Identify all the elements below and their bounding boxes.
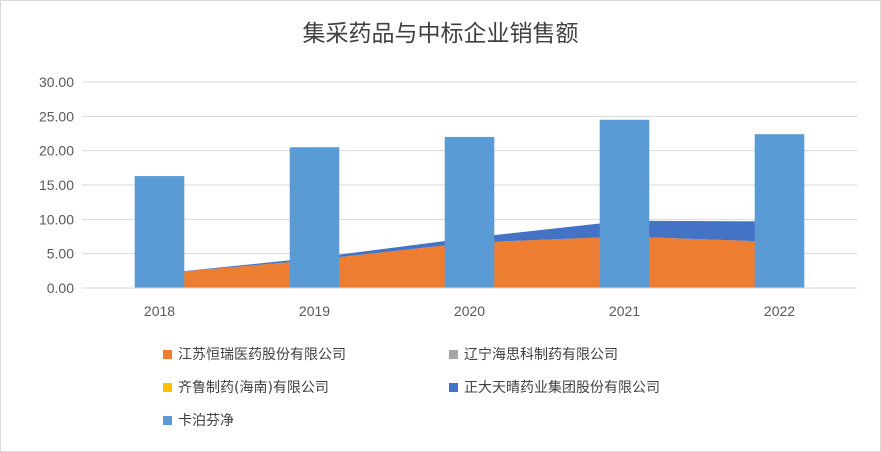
legend-label: 正大天晴药业集团股份有限公司 (464, 380, 660, 396)
bar (444, 136, 495, 288)
y-tick-label: 25.00 (39, 108, 74, 124)
legend-label: 江苏恒瑞医药股份有限公司 (178, 347, 346, 363)
legend-item: 齐鲁制药(海南)有限公司 (163, 377, 329, 397)
legend-swatch (449, 349, 458, 359)
legend-item: 正大天晴药业集团股份有限公司 (449, 377, 660, 397)
y-tick-label: 20.00 (39, 143, 74, 159)
legend-item: 卡泊芬净 (163, 410, 234, 430)
legend-swatch (163, 415, 172, 425)
x-tick-label: 2020 (454, 303, 485, 319)
y-tick-label: 10.00 (39, 211, 74, 227)
legend-label: 辽宁海思科制药有限公司 (464, 347, 618, 363)
chart-title: 集采药品与中标企业销售额 (302, 21, 579, 47)
legend-label: 卡泊芬净 (178, 413, 234, 429)
x-tick-label: 2019 (299, 303, 330, 319)
x-tick-label: 2022 (764, 303, 795, 319)
y-tick-label: 30.00 (39, 74, 74, 90)
legend-item: 辽宁海思科制药有限公司 (449, 344, 618, 364)
bar (599, 119, 650, 289)
x-tick-label: 2018 (144, 303, 175, 319)
y-tick-label: 0.00 (47, 280, 74, 296)
bar (754, 134, 805, 288)
legend-swatch (163, 382, 172, 392)
legend-item: 江苏恒瑞医药股份有限公司 (163, 344, 346, 364)
bar (289, 147, 340, 288)
bar (134, 176, 185, 288)
legend-swatch (163, 349, 172, 359)
y-tick-label: 5.00 (47, 246, 74, 262)
legend-label: 齐鲁制药(海南)有限公司 (178, 380, 329, 396)
x-tick-label: 2021 (609, 303, 640, 319)
y-tick-label: 15.00 (39, 177, 74, 193)
legend-swatch (449, 382, 458, 392)
